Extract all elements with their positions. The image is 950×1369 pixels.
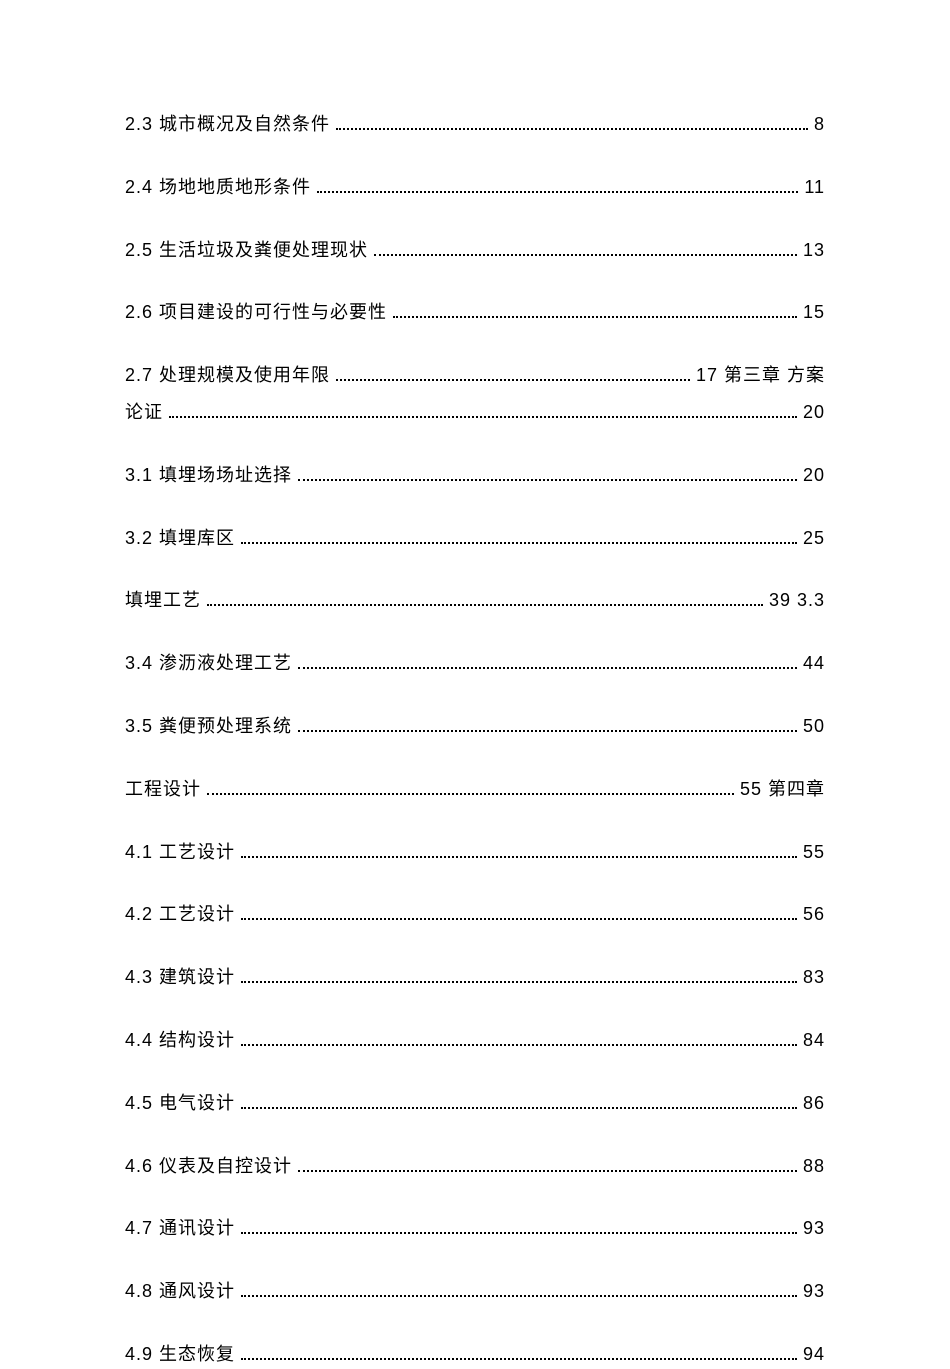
toc-page-number: 56: [803, 900, 825, 929]
toc-page-number: 94: [803, 1340, 825, 1369]
toc-label: 填埋工艺: [125, 586, 201, 615]
toc-label: 4.2 工艺设计: [125, 900, 235, 929]
toc-leader-dots: [374, 254, 797, 256]
toc-entry: 2.4 场地地质地形条件 11: [125, 173, 825, 202]
toc-leader-dots: [298, 667, 797, 669]
toc-label: 3.4 渗沥液处理工艺: [125, 649, 292, 678]
toc-leader-dots: [207, 604, 763, 606]
toc-leader-dots: [241, 981, 797, 983]
toc-entry: 工程设计 55第四章: [125, 775, 825, 804]
table-of-contents: 2.3 城市概况及自然条件 8 2.4 场地地质地形条件 11 2.5 生活垃圾及粪便处…: [125, 110, 825, 1369]
toc-leader-dots: [241, 1358, 797, 1360]
toc-page-number: 11: [804, 173, 825, 202]
toc-label: 4.3 建筑设计: [125, 963, 235, 992]
toc-label: 4.8 通风设计: [125, 1277, 235, 1306]
toc-page-number: 93: [803, 1277, 825, 1306]
toc-leader-dots: [298, 479, 797, 481]
toc-label: 3.1 填埋场场址选择: [125, 461, 292, 490]
toc-leader-dots: [317, 191, 798, 193]
toc-label: 3.5 粪便预处理系统: [125, 712, 292, 741]
toc-page-number: 20: [803, 461, 825, 490]
toc-page-number: 88: [803, 1152, 825, 1181]
toc-suffix-text: 第三章 方案: [724, 361, 825, 390]
toc-entry: 3.2 填埋库区 25: [125, 524, 825, 553]
toc-label: 3.2 填埋库区: [125, 524, 235, 553]
toc-entry: 4.4 结构设计 84: [125, 1026, 825, 1055]
toc-page-number: 83: [803, 963, 825, 992]
toc-label: 4.4 结构设计: [125, 1026, 235, 1055]
toc-leader-dots: [241, 1107, 797, 1109]
toc-page-number: 93: [803, 1214, 825, 1243]
toc-label: 2.7 处理规模及使用年限: [125, 361, 330, 390]
toc-entry: 4.8 通风设计 93: [125, 1277, 825, 1306]
toc-entry: 3.4 渗沥液处理工艺 44: [125, 649, 825, 678]
toc-page-number: 17: [696, 361, 718, 390]
toc-label: 2.6 项目建设的可行性与必要性: [125, 298, 387, 327]
toc-suffix-text: 第四章: [768, 775, 825, 804]
toc-entry: 2.5 生活垃圾及粪便处理现状 13: [125, 236, 825, 265]
toc-page-number: 8: [814, 110, 825, 139]
toc-entry: 4.3 建筑设计 83: [125, 963, 825, 992]
toc-label: 4.7 通讯设计: [125, 1214, 235, 1243]
toc-entry: 4.2 工艺设计 56: [125, 900, 825, 929]
toc-page-number: 44: [803, 649, 825, 678]
toc-leader-dots: [241, 542, 797, 544]
toc-page-number: 55: [740, 775, 762, 804]
toc-entry: 4.7 通讯设计 93: [125, 1214, 825, 1243]
toc-label: 2.5 生活垃圾及粪便处理现状: [125, 236, 368, 265]
toc-entry: 4.1 工艺设计 55: [125, 838, 825, 867]
toc-label: 4.9 生态恢复: [125, 1340, 235, 1369]
toc-continuation: 论证 20: [125, 398, 825, 427]
toc-leader-dots: [241, 1232, 797, 1234]
toc-entry: 3.5 粪便预处理系统 50: [125, 712, 825, 741]
toc-entry: 2.7 处理规模及使用年限 17第三章 方案论证 20: [125, 361, 825, 427]
toc-label: 4.5 电气设计: [125, 1089, 235, 1118]
toc-entry: 4.5 电气设计 86: [125, 1089, 825, 1118]
toc-leader-dots: [241, 856, 797, 858]
toc-leader-dots: [336, 128, 808, 130]
toc-entry: 4.6 仪表及自控设计 88: [125, 1152, 825, 1181]
toc-page-number: 84: [803, 1026, 825, 1055]
toc-leader-dots: [241, 918, 797, 920]
toc-page-number: 39: [769, 586, 791, 615]
toc-leader-dots: [298, 1170, 797, 1172]
toc-label: 4.6 仪表及自控设计: [125, 1152, 292, 1181]
toc-leader-dots: [207, 793, 734, 795]
toc-leader-dots: [241, 1044, 797, 1046]
toc-suffix-text: 3.3: [797, 586, 825, 615]
toc-leader-dots: [298, 730, 797, 732]
toc-leader-dots: [336, 379, 690, 381]
toc-leader-dots: [169, 416, 797, 418]
toc-label: 工程设计: [125, 775, 201, 804]
toc-entry: 4.9 生态恢复 94: [125, 1340, 825, 1369]
toc-page-number: 15: [803, 298, 825, 327]
toc-leader-dots: [241, 1295, 797, 1297]
toc-label: 2.4 场地地质地形条件: [125, 173, 311, 202]
toc-page-number: 13: [803, 236, 825, 265]
toc-entry: 2.6 项目建设的可行性与必要性 15: [125, 298, 825, 327]
toc-page-number: 55: [803, 838, 825, 867]
toc-label: 2.3 城市概况及自然条件: [125, 110, 330, 139]
toc-label: 4.1 工艺设计: [125, 838, 235, 867]
toc-entry: 3.1 填埋场场址选择 20: [125, 461, 825, 490]
toc-leader-dots: [393, 316, 797, 318]
toc-continuation-page: 20: [803, 398, 825, 427]
toc-page-number: 86: [803, 1089, 825, 1118]
toc-entry: 2.3 城市概况及自然条件 8: [125, 110, 825, 139]
toc-continuation-label: 论证: [125, 398, 163, 427]
toc-page-number: 25: [803, 524, 825, 553]
toc-page-number: 50: [803, 712, 825, 741]
toc-entry: 填埋工艺 393.3: [125, 586, 825, 615]
